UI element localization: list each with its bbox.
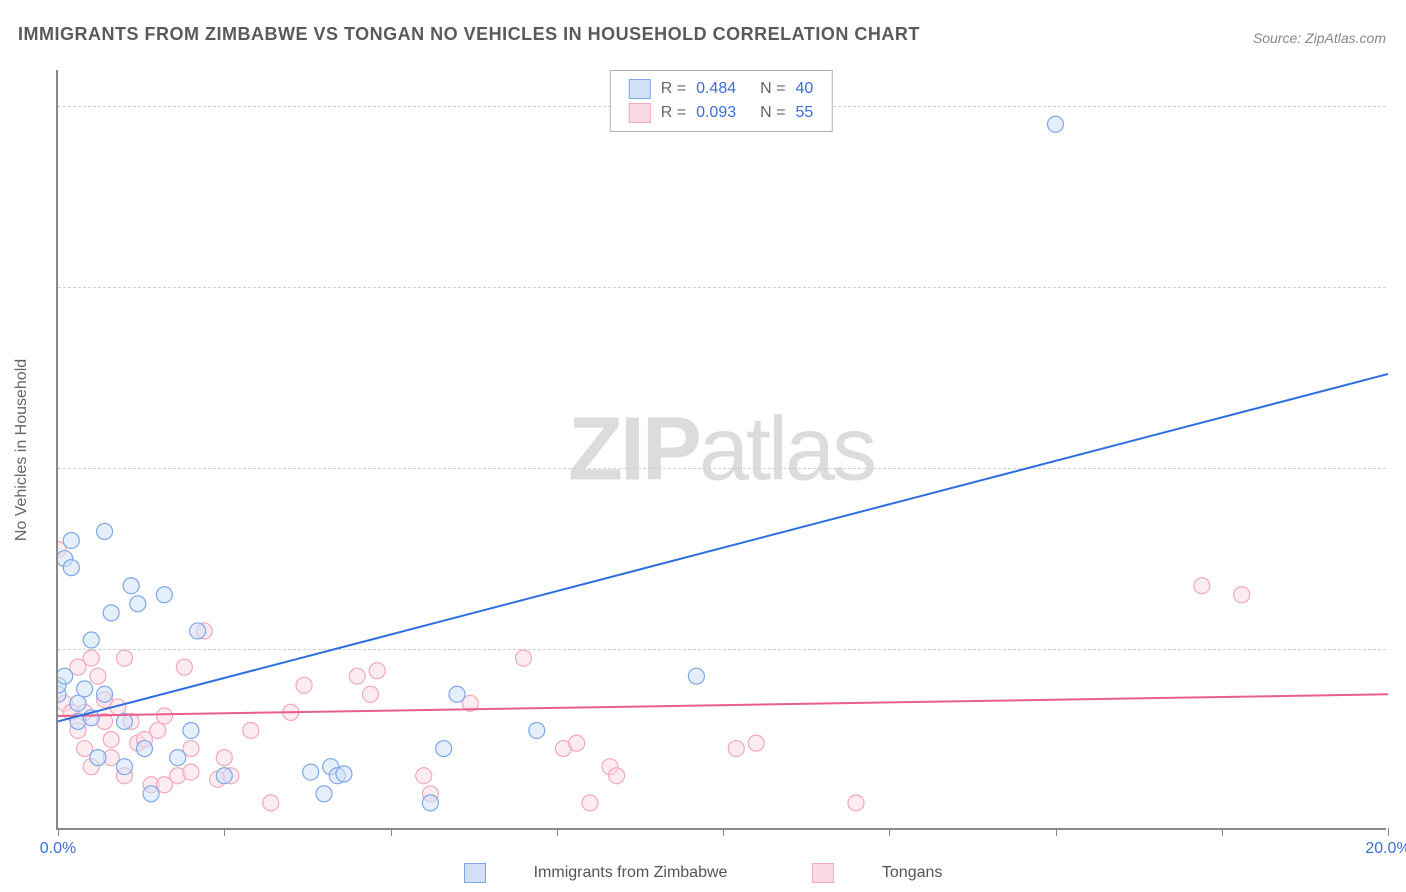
swatch-a: [629, 79, 651, 99]
plot-area: 10.0%20.0%30.0%40.0%0.0%20.0%: [56, 70, 1386, 830]
stat-key-n: N =: [760, 104, 785, 122]
legend-b-label: Tongans: [882, 864, 943, 882]
stat-key-r: R =: [661, 80, 686, 98]
y-tick-label: 40.0%: [1396, 97, 1406, 115]
y-axis-label: No Vehicles in Household: [13, 359, 31, 541]
swatch-b-icon: [812, 863, 834, 883]
stat-key-r: R =: [661, 104, 686, 122]
chart-title: IMMIGRANTS FROM ZIMBABWE VS TONGAN NO VE…: [18, 24, 920, 45]
swatch-a-icon: [464, 863, 486, 883]
y-tick-label: 10.0%: [1396, 640, 1406, 658]
y-tick-label: 30.0%: [1396, 278, 1406, 296]
swatch-b: [629, 103, 651, 123]
stat-b-n: 55: [795, 104, 813, 122]
x-tick: [1388, 828, 1389, 836]
legend-item-a: Immigrants from Zimbabwe: [444, 863, 748, 883]
x-tick-label: 20.0%: [1365, 840, 1406, 858]
legend-item-b: Tongans: [792, 863, 963, 883]
stat-key-n: N =: [760, 80, 785, 98]
stats-legend: R = 0.484 N = 40 R = 0.093 N = 55: [610, 70, 833, 132]
stat-a-r: 0.484: [696, 80, 736, 98]
chart-area: ZIPatlas No Vehicles in Household 10.0%2…: [56, 70, 1386, 830]
y-tick-label: 20.0%: [1396, 459, 1406, 477]
source-attribution: Source: ZipAtlas.com: [1253, 30, 1386, 46]
x-tick-label: 0.0%: [40, 840, 76, 858]
stat-b-r: 0.093: [696, 104, 736, 122]
chart-svg: [58, 70, 1388, 830]
legend-bottom: Immigrants from Zimbabwe Tongans: [0, 863, 1406, 888]
stats-row-a: R = 0.484 N = 40: [629, 77, 814, 101]
legend-a-label: Immigrants from Zimbabwe: [534, 864, 728, 882]
stats-row-b: R = 0.093 N = 55: [629, 101, 814, 125]
stat-a-n: 40: [795, 80, 813, 98]
